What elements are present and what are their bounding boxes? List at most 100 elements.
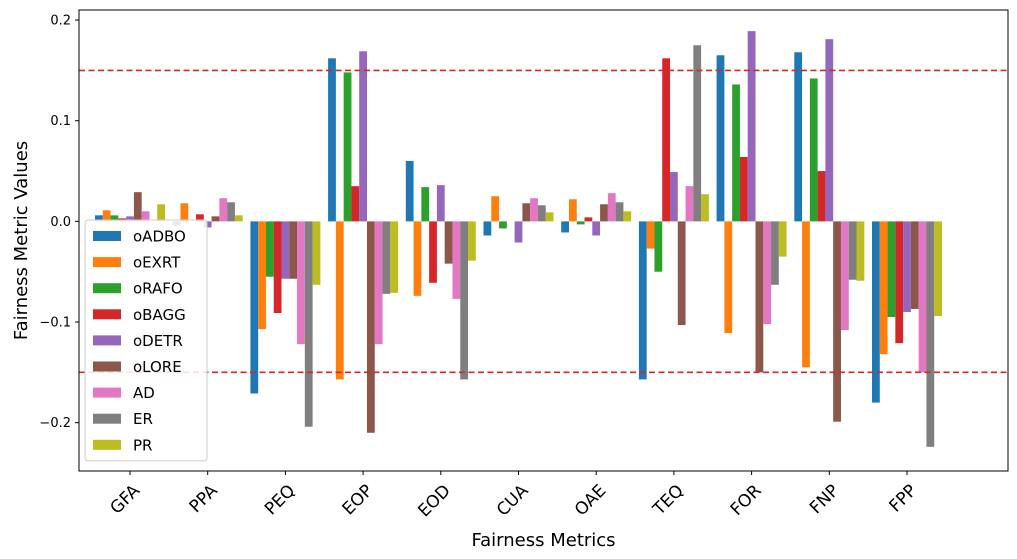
y-axis: −0.2 −0.1 0.0 0.1 0.2 bbox=[39, 14, 79, 431]
bar-AD-FOR bbox=[763, 221, 772, 325]
bar-oDETR-PPA bbox=[203, 221, 212, 228]
bar-oADBO-GFA bbox=[95, 215, 103, 222]
legend-label-oBAGG: oBAGG bbox=[133, 306, 186, 324]
bar-oDETR-GFA bbox=[126, 216, 134, 222]
bar-oRAFO-FOR bbox=[732, 84, 740, 222]
bar-oEXRT-GFA bbox=[102, 210, 111, 222]
bar-oADBO-FOR bbox=[716, 55, 725, 222]
bar-oRAFO-EOP bbox=[343, 72, 352, 222]
bar-oLORE-CUA bbox=[522, 203, 531, 222]
x-tick-label-OAE: OAE bbox=[571, 481, 610, 520]
bar-oEXRT-PPA bbox=[180, 203, 189, 222]
bars-layer bbox=[95, 31, 942, 447]
legend-label-oLORE: oLORE bbox=[133, 358, 182, 376]
bar-ER-PPA bbox=[227, 202, 235, 222]
bar-oADBO-EOP bbox=[328, 58, 336, 222]
bar-ER-CUA bbox=[537, 205, 546, 222]
x-tick-label-EOP: EOP bbox=[339, 481, 377, 519]
bar-oRAFO-OAE bbox=[576, 221, 585, 225]
bar-AD-TEQ bbox=[685, 186, 694, 222]
bar-oDETR-OAE bbox=[592, 221, 601, 236]
bar-oADBO-CUA bbox=[483, 221, 492, 236]
bar-AD-OAE bbox=[607, 193, 616, 222]
x-tick-label-TEQ: TEQ bbox=[649, 481, 688, 520]
bar-AD-PPA bbox=[219, 198, 228, 222]
bar-oADBO-TEQ bbox=[638, 221, 647, 380]
bar-oADBO-FNP bbox=[794, 52, 803, 222]
bar-AD-CUA bbox=[530, 198, 538, 222]
bar-oDETR-EOD bbox=[436, 185, 445, 222]
bar-PR-PEQ bbox=[312, 221, 321, 285]
bar-oADBO-FPP bbox=[872, 221, 880, 403]
bar-PR-FNP bbox=[856, 221, 865, 281]
y-tick-label: −0.1 bbox=[39, 316, 71, 331]
bar-oEXRT-FPP bbox=[879, 221, 888, 355]
bar-oEXRT-FOR bbox=[724, 221, 733, 334]
x-tick-label-CUA: CUA bbox=[493, 481, 533, 521]
bar-PR-FPP bbox=[934, 221, 942, 316]
bar-oBAGG-OAE bbox=[584, 217, 593, 222]
x-tick-label-EOD: EOD bbox=[414, 481, 454, 521]
y-axis-label: Fairness Metric Values bbox=[11, 141, 32, 340]
bar-ER-FPP bbox=[926, 221, 935, 447]
bar-oBAGG-EOD bbox=[429, 221, 437, 283]
y-tick-label: 0.1 bbox=[50, 114, 71, 129]
bar-oRAFO-FNP bbox=[809, 78, 818, 222]
legend-label-AD: AD bbox=[133, 384, 155, 402]
bar-oEXRT-EOP bbox=[335, 221, 344, 380]
bar-AD-EOD bbox=[452, 221, 461, 299]
bar-oLORE-PEQ bbox=[289, 221, 298, 279]
bar-PR-EOD bbox=[468, 221, 476, 261]
bar-oDETR-FOR bbox=[747, 31, 756, 222]
bar-oBAGG-FPP bbox=[895, 221, 904, 344]
bar-oLORE-FPP bbox=[910, 221, 919, 309]
bar-oBAGG-EOP bbox=[351, 186, 360, 222]
bar-AD-GFA bbox=[141, 211, 150, 222]
bar-AD-EOP bbox=[374, 221, 383, 345]
y-tick-label: 0.2 bbox=[50, 14, 71, 29]
bar-oBAGG-PEQ bbox=[273, 221, 282, 313]
bar-PR-PPA bbox=[234, 215, 243, 222]
legend-swatch-oDETR bbox=[93, 335, 121, 346]
bar-PR-TEQ bbox=[701, 194, 709, 222]
bar-oBAGG-PPA bbox=[196, 214, 204, 222]
bar-oADBO-OAE bbox=[561, 221, 569, 233]
legend-label-oADBO: oADBO bbox=[133, 228, 186, 246]
y-tick-label: −0.2 bbox=[39, 416, 71, 431]
bar-oEXRT-CUA bbox=[491, 196, 500, 222]
bar-oEXRT-EOD bbox=[413, 221, 422, 296]
bar-oLORE-FNP bbox=[833, 221, 841, 422]
bar-PR-GFA bbox=[157, 204, 165, 222]
x-tick-label-PPA: PPA bbox=[186, 481, 222, 517]
legend-box bbox=[84, 219, 208, 462]
x-tick-label-FOR: FOR bbox=[727, 481, 766, 520]
legend-swatch-oADBO bbox=[93, 231, 121, 241]
x-tick-label-GFA: GFA bbox=[107, 481, 145, 519]
bar-oBAGG-TEQ bbox=[662, 58, 671, 222]
legend-swatch-oLORE bbox=[93, 361, 121, 372]
bar-ER-FNP bbox=[848, 221, 857, 280]
legend-swatch-PR bbox=[93, 439, 121, 450]
bar-oDETR-FPP bbox=[903, 221, 911, 312]
x-axis-label: Fairness Metrics bbox=[471, 530, 615, 551]
bar-oDETR-TEQ bbox=[670, 172, 678, 222]
bar-oRAFO-EOD bbox=[421, 187, 430, 222]
bar-ER-PEQ bbox=[304, 221, 313, 427]
bar-oDETR-CUA bbox=[514, 221, 523, 243]
bar-ER-EOD bbox=[460, 221, 469, 380]
bar-ER-FOR bbox=[771, 221, 779, 285]
bar-oADBO-EOD bbox=[405, 160, 414, 222]
y-tick-label: 0.0 bbox=[50, 215, 71, 230]
bar-oDETR-FNP bbox=[825, 39, 834, 222]
bar-PR-CUA bbox=[545, 212, 554, 222]
plot-frame bbox=[78, 9, 1009, 472]
legend-swatch-oRAFO bbox=[93, 283, 121, 294]
bar-PR-OAE bbox=[623, 211, 632, 222]
legend-swatch-oEXRT bbox=[93, 257, 121, 268]
bar-oEXRT-PEQ bbox=[258, 221, 266, 330]
bar-oRAFO-GFA bbox=[110, 215, 119, 222]
legend-swatch-AD bbox=[93, 387, 121, 398]
bar-oEXRT-TEQ bbox=[646, 221, 655, 249]
bar-PR-EOP bbox=[390, 221, 399, 293]
